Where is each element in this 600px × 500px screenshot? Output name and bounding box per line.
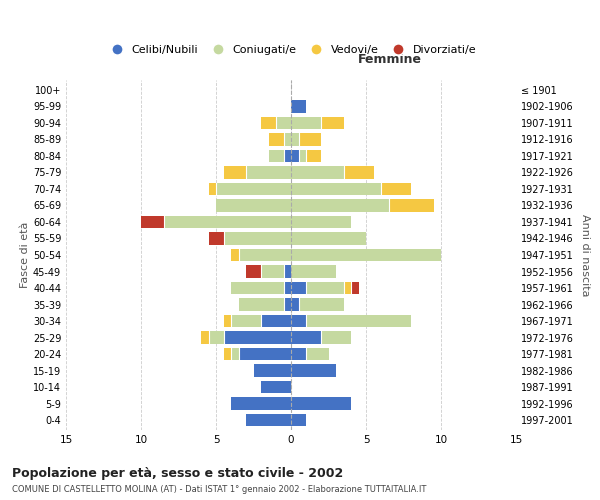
- Bar: [291, 166, 343, 178]
- Bar: [254, 364, 291, 377]
- Bar: [246, 266, 261, 278]
- Bar: [291, 298, 299, 310]
- Bar: [291, 249, 441, 261]
- Bar: [261, 315, 291, 327]
- Legend: Celibi/Nubili, Coniugati/e, Vedovi/e, Divorziati/e: Celibi/Nubili, Coniugati/e, Vedovi/e, Di…: [101, 40, 481, 59]
- Bar: [321, 332, 351, 344]
- Bar: [223, 166, 246, 178]
- Bar: [209, 183, 216, 195]
- Bar: [299, 133, 321, 145]
- Bar: [231, 249, 239, 261]
- Text: COMUNE DI CASTELLETTO MOLINA (AT) - Dati ISTAT 1° gennaio 2002 - Elaborazione TU: COMUNE DI CASTELLETTO MOLINA (AT) - Dati…: [12, 485, 427, 494]
- Bar: [291, 183, 381, 195]
- Bar: [284, 282, 291, 294]
- Bar: [223, 332, 291, 344]
- Bar: [291, 315, 306, 327]
- Bar: [291, 232, 366, 244]
- Bar: [261, 116, 276, 129]
- Bar: [306, 348, 329, 360]
- Bar: [291, 348, 306, 360]
- Bar: [239, 249, 291, 261]
- Bar: [306, 315, 411, 327]
- Bar: [291, 266, 336, 278]
- Bar: [291, 150, 299, 162]
- Bar: [321, 116, 343, 129]
- Bar: [223, 232, 291, 244]
- Bar: [216, 200, 291, 211]
- Bar: [269, 133, 284, 145]
- Text: Femmine: Femmine: [358, 53, 422, 66]
- Bar: [246, 166, 291, 178]
- Bar: [284, 298, 291, 310]
- Y-axis label: Fasce di età: Fasce di età: [20, 222, 30, 288]
- Bar: [306, 282, 343, 294]
- Bar: [201, 332, 209, 344]
- Bar: [291, 133, 299, 145]
- Bar: [239, 298, 284, 310]
- Bar: [299, 298, 343, 310]
- Bar: [284, 150, 291, 162]
- Bar: [291, 282, 306, 294]
- Text: Popolazione per età, sesso e stato civile - 2002: Popolazione per età, sesso e stato civil…: [12, 468, 343, 480]
- Bar: [239, 348, 291, 360]
- Y-axis label: Anni di nascita: Anni di nascita: [580, 214, 590, 296]
- Bar: [389, 200, 433, 211]
- Bar: [291, 332, 321, 344]
- Bar: [246, 414, 291, 426]
- Bar: [291, 100, 306, 112]
- Bar: [299, 150, 306, 162]
- Bar: [291, 216, 351, 228]
- Bar: [141, 216, 163, 228]
- Bar: [209, 332, 223, 344]
- Bar: [223, 348, 231, 360]
- Bar: [291, 116, 321, 129]
- Bar: [216, 183, 291, 195]
- Bar: [163, 216, 291, 228]
- Bar: [231, 282, 284, 294]
- Bar: [223, 315, 231, 327]
- Bar: [343, 282, 351, 294]
- Bar: [291, 200, 389, 211]
- Bar: [261, 381, 291, 394]
- Bar: [351, 282, 359, 294]
- Bar: [284, 133, 291, 145]
- Bar: [276, 116, 291, 129]
- Bar: [381, 183, 411, 195]
- Bar: [291, 364, 336, 377]
- Bar: [261, 266, 284, 278]
- Bar: [209, 232, 223, 244]
- Bar: [291, 414, 306, 426]
- Bar: [306, 150, 321, 162]
- Bar: [343, 166, 373, 178]
- Bar: [269, 150, 284, 162]
- Bar: [231, 315, 261, 327]
- Bar: [231, 348, 239, 360]
- Bar: [284, 266, 291, 278]
- Bar: [291, 398, 351, 410]
- Bar: [231, 398, 291, 410]
